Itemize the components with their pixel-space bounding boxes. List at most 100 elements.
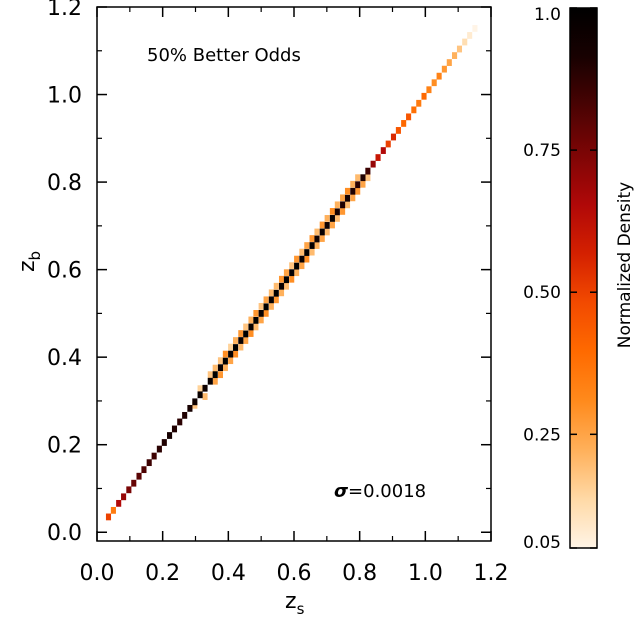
heatmap-bin-diagonal xyxy=(365,167,371,175)
heatmap-bin-diagonal xyxy=(375,154,381,161)
heatmap-bin-offdiagonal xyxy=(329,208,335,215)
x-tick-label: 0.6 xyxy=(277,561,312,586)
heatmap-bin-diagonal xyxy=(141,466,147,474)
heatmap-bin-offdiagonal xyxy=(233,337,239,344)
heatmap-bin-diagonal xyxy=(177,418,183,426)
y-tick-label: 1.0 xyxy=(47,84,82,109)
x-tick-label: 1.0 xyxy=(408,561,443,586)
y-tick-label: 0.0 xyxy=(47,521,82,546)
heatmap-bin-diagonal xyxy=(278,282,285,290)
heatmap-bin-offdiagonal xyxy=(212,364,218,372)
colorbar-tick-label: 0.05 xyxy=(523,533,561,553)
heatmap-bin-offdiagonal xyxy=(197,385,203,393)
x-tick-label: 0.0 xyxy=(80,561,115,586)
heatmap-bin-offdiagonal xyxy=(350,180,356,188)
heatmap-bin-offdiagonal xyxy=(253,323,259,331)
heatmap-bin-diagonal xyxy=(248,323,254,331)
heatmap-bin-diagonal xyxy=(283,276,289,284)
heatmap-bin-offdiagonal xyxy=(207,371,213,379)
heatmap-bin-diagonal xyxy=(416,99,422,107)
heatmap-bin-offdiagonal xyxy=(253,310,259,317)
heatmap-bin-offdiagonal xyxy=(283,282,289,290)
heatmap-bin-offdiagonal xyxy=(294,255,300,263)
colorbar-ticks: 1.0 0.75 0.50 0.25 0.05 xyxy=(523,5,597,553)
heatmap-bin-diagonal xyxy=(273,289,279,297)
sigma-symbol: σ xyxy=(334,481,349,502)
x-tick-label: 0.4 xyxy=(211,561,246,586)
heatmap-bin-diagonal xyxy=(431,79,437,87)
heatmap-bin-diagonal xyxy=(146,459,152,467)
heatmap-bin-diagonal xyxy=(406,113,412,121)
heatmap-bin-diagonal xyxy=(105,513,112,521)
heatmap-bin-offdiagonal xyxy=(273,282,279,290)
heatmap-bin-diagonal xyxy=(355,181,361,189)
heatmap-bin-offdiagonal xyxy=(314,228,320,236)
heatmap-bin-offdiagonal xyxy=(258,303,264,310)
heatmap-bin-diagonal xyxy=(131,479,137,487)
heatmap-bin-diagonal xyxy=(151,452,157,460)
heatmap-bin-diagonal xyxy=(299,255,305,263)
heatmap-bin-offdiagonal xyxy=(278,289,285,297)
y-axis-label-main: z xyxy=(15,260,40,272)
heatmap-bin-offdiagonal xyxy=(309,235,315,242)
heatmap-bin-diagonal xyxy=(304,249,310,256)
heatmap-bin-offdiagonal xyxy=(355,187,361,195)
heatmap-bin-offdiagonal xyxy=(217,371,223,379)
heatmap-bin-diagonal xyxy=(436,72,442,80)
heatmap-bin-diagonal xyxy=(187,404,193,412)
heatmap-bin-diagonal xyxy=(380,147,386,154)
heatmap-bin-diagonal xyxy=(401,120,407,127)
heatmap-bin-offdiagonal xyxy=(365,174,371,182)
heatmap-bin-diagonal xyxy=(411,106,417,114)
heatmap-bin-offdiagonal xyxy=(228,343,234,351)
heatmap-bin-diagonal xyxy=(253,317,259,324)
y-axis-label: zb xyxy=(15,251,44,272)
heatmap-bin-diagonal xyxy=(192,398,198,406)
heatmap-bin-offdiagonal xyxy=(334,215,340,222)
heatmap-bin-diagonal xyxy=(344,194,351,202)
heatmap-bin-diagonal xyxy=(329,215,335,222)
heatmap-bin-diagonal xyxy=(385,140,391,148)
heatmap-bin-offdiagonal xyxy=(294,269,300,277)
heatmap-bin-diagonal xyxy=(441,65,447,73)
heatmap-bin-offdiagonal xyxy=(319,221,325,229)
heatmap-bin-diagonal xyxy=(233,344,239,351)
heatmap-bin-diagonal xyxy=(319,228,325,236)
heatmap-bin-offdiagonal xyxy=(233,350,239,358)
heatmap-bin-diagonal xyxy=(238,337,244,344)
heatmap-bin-offdiagonal xyxy=(212,377,218,385)
colorbar xyxy=(569,7,598,549)
colorbar-tick-label: 0.50 xyxy=(523,283,561,303)
heatmap-bin-diagonal xyxy=(360,174,366,182)
heatmap-bin-diagonal xyxy=(340,201,346,209)
heatmap-bin-offdiagonal xyxy=(289,262,295,270)
heatmap-bin-offdiagonal xyxy=(243,337,249,344)
heatmap-bin-offdiagonal xyxy=(309,248,315,256)
heatmap-bin-offdiagonal xyxy=(344,187,351,195)
heatmap-bin-offdiagonal xyxy=(248,330,254,337)
x-tick-label: 0.2 xyxy=(145,561,180,586)
heatmap-bin-diagonal xyxy=(217,364,223,372)
heatmap-bin-diagonal xyxy=(268,296,274,304)
heatmap-bin-offdiagonal xyxy=(319,235,325,242)
heatmap-bin-offdiagonal xyxy=(304,242,310,249)
heatmap-bin-offdiagonal xyxy=(304,255,310,263)
heatmap-bin-diagonal xyxy=(370,160,376,168)
heatmap-bin-diagonal xyxy=(207,377,213,385)
sigma-value: =0.0018 xyxy=(348,481,426,502)
heatmap-bin-diagonal xyxy=(222,357,228,365)
heatmap-bin-diagonal xyxy=(197,391,203,399)
heatmap-bin-diagonal xyxy=(161,439,167,446)
heatmap-bin-diagonal xyxy=(202,384,208,392)
heatmap-bin-offdiagonal xyxy=(278,275,285,283)
y-tick-label: 0.2 xyxy=(47,434,82,459)
y-tick-labels: 0.0 0.2 0.4 0.6 0.8 1.0 1.2 xyxy=(47,0,82,546)
heatmap-bin-offdiagonal xyxy=(228,357,234,365)
heatmap-bin-offdiagonal xyxy=(350,194,356,202)
heatmap-bin-offdiagonal xyxy=(238,330,244,337)
heatmap-bin-offdiagonal xyxy=(334,201,340,209)
heatmap-bin-diagonal xyxy=(212,371,218,379)
heatmap-bin-offdiagonal xyxy=(340,208,346,215)
heatmap-bin-diagonal xyxy=(426,86,432,94)
